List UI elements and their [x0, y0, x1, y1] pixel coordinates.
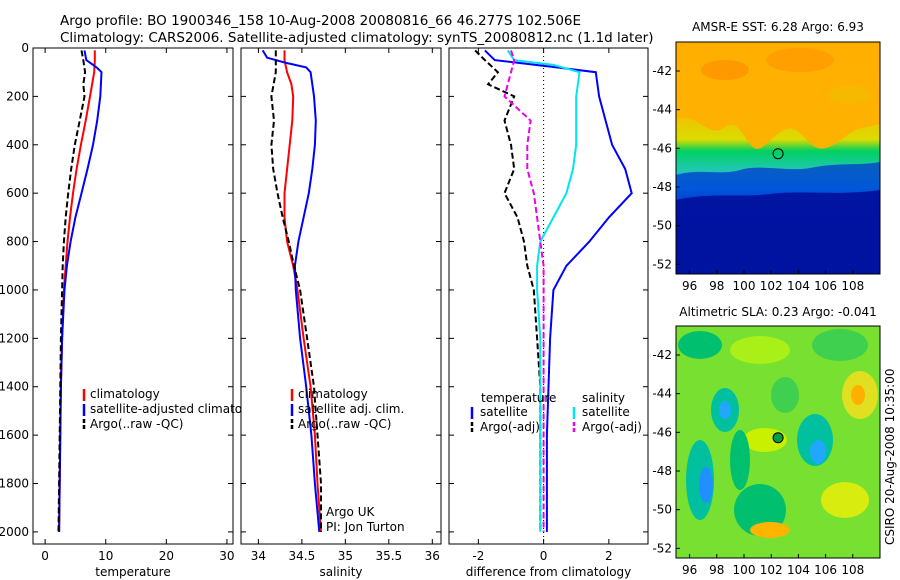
legend-header-temperature: temperature	[481, 391, 556, 405]
plot-area	[240, 47, 442, 545]
map-x-tick-label: 108	[841, 563, 864, 577]
y-tick-label: 200	[6, 89, 29, 103]
legend-label-argo-adj: Argo(-adj)	[480, 420, 540, 434]
legend-label-satellite: satellite	[582, 405, 630, 419]
legend-label-climatology: climatology	[90, 387, 160, 401]
legend-label-satellite: satellite	[480, 405, 528, 419]
argo-location-marker	[772, 148, 784, 160]
sst-heatmap	[676, 42, 880, 274]
map-y-tick-label: -50	[652, 219, 672, 233]
x-tick-label: 35.5	[375, 549, 402, 563]
y-tick-label: 1600	[0, 428, 29, 442]
x-tick-label: 36	[425, 549, 440, 563]
series-group	[474, 49, 633, 532]
map-x-tick-label: 102	[760, 563, 783, 577]
map-y-tick-label: -42	[652, 348, 672, 362]
legend-label-argo-adj: Argo(-adj)	[582, 420, 642, 434]
series-line-argo-raw-qc	[270, 50, 322, 532]
map-x-tick-label: 96	[682, 279, 697, 293]
map-y-tick-label: -44	[652, 103, 672, 117]
difference-profile-panel: -2 0 2 difference from climatology temperatu…	[448, 47, 649, 579]
sst-map-title: AMSR-E SST: 6.28 Argo: 6.93	[692, 20, 864, 34]
y-tick-label: 600	[6, 186, 29, 200]
y-tick-label: 800	[6, 235, 29, 249]
legend-label-argo-raw-qc: Argo(..raw -QC)	[90, 417, 183, 431]
map-x-tick-label: 106	[814, 563, 837, 577]
float-annotation: PI: Jon Turton	[326, 520, 405, 534]
map-x-tick-label: 104	[787, 563, 810, 577]
sla-map-title: Altimetric SLA: 0.23 Argo: -0.041	[679, 305, 876, 319]
map-x-tick-label: 98	[709, 563, 724, 577]
series-line-temperature-satellite	[484, 49, 633, 532]
plot-area	[448, 47, 649, 545]
sst-map-panel: AMSR-E SST: 6.28 Argo: 6.93 96 98 100 102 10…	[652, 20, 881, 293]
map-y-tick-label: -48	[652, 464, 672, 478]
series-line-salinity-argo-adj	[503, 50, 545, 532]
sla-heatmap	[676, 326, 880, 558]
csiro-side-label: CSIRO 20-Aug-2008 10:35:00	[883, 369, 897, 545]
salinity-profile-panel: 34 34.5 35 35.5 36 salinity climatologysatelli…	[240, 47, 442, 579]
map-x-tick-label: 96	[682, 563, 697, 577]
y-tick-label: 2000	[0, 525, 29, 539]
x-tick-label: 2	[605, 549, 613, 563]
map-x-tick-label: 104	[787, 279, 810, 293]
map-y-tick-label: -50	[652, 503, 672, 517]
y-tick-label: 0	[21, 41, 29, 55]
map-y-tick-label: -46	[652, 425, 672, 439]
map-x-tick-label: 108	[841, 279, 864, 293]
legend-header-salinity: salinity	[582, 391, 625, 405]
map-y-tick-label: -48	[652, 180, 672, 194]
map-x-tick-label: 100	[733, 279, 756, 293]
sla-map-panel: Altimetric SLA: 0.23 Argo: -0.041 96 98 10…	[652, 305, 881, 577]
legend-label-satellite-adjusted-climatology: satellite-adjusted climatology	[90, 402, 268, 416]
y-tick-label: 1200	[0, 331, 29, 345]
x-tick-label: 35	[338, 549, 353, 563]
map-y-tick-label: -44	[652, 387, 672, 401]
series-group	[261, 49, 322, 532]
x-tick-label: -2	[472, 549, 484, 563]
map-y-tick-label: -52	[652, 541, 672, 555]
map-y-tick-label: -46	[652, 141, 672, 155]
x-axis-label: salinity	[319, 565, 362, 579]
y-tick-label: 1800	[0, 477, 29, 491]
y-tick-label: 1000	[0, 283, 29, 297]
x-tick-label: 0	[540, 549, 548, 563]
series-line-argo-raw-qc	[57, 50, 87, 532]
x-tick-label: 20	[159, 549, 174, 563]
x-axis-label: temperature	[95, 565, 170, 579]
float-annotation: Argo UK	[326, 505, 375, 519]
legend-label-argo-raw-qc: Argo(..raw -QC)	[298, 417, 391, 431]
series-line-satellite-adj-clim	[261, 49, 321, 532]
x-tick-label: 34.5	[289, 549, 316, 563]
map-x-tick-label: 102	[760, 279, 783, 293]
map-y-tick-label: -52	[652, 257, 672, 271]
series-line-temperature-argo-adj	[474, 49, 542, 532]
map-y-tick-label: -42	[652, 64, 672, 78]
legend-label-climatology: climatology	[298, 387, 368, 401]
map-x-tick-label: 106	[814, 279, 837, 293]
map-x-tick-label: 98	[709, 279, 724, 293]
figure-title-line1: Argo profile: BO 1900346_158 10-Aug-2008…	[60, 13, 581, 29]
y-tick-label: 400	[6, 138, 29, 152]
figure-title-line2: Climatology: CARS2006. Satellite-adjuste…	[60, 30, 653, 46]
x-tick-label: 34	[251, 549, 266, 563]
x-tick-label: 0	[41, 549, 49, 563]
y-tick-label: 1400	[0, 380, 29, 394]
plot-area	[32, 47, 234, 545]
series-line-salinity-satellite	[506, 49, 581, 532]
temperature-profile-panel: 0 10 20 30 0 200 400 600 800 1000 1200 1400 1600 1800…	[0, 41, 268, 579]
series-line-climatology	[283, 50, 322, 532]
map-x-tick-label: 100	[733, 563, 756, 577]
legend-label-satellite-adj-clim: satellite adj. clim.	[298, 402, 404, 416]
x-tick-label: 30	[219, 549, 234, 563]
argo-location-marker	[772, 432, 784, 444]
series-group	[57, 50, 103, 532]
x-tick-label: 10	[98, 549, 113, 563]
x-axis-label: difference from climatology	[466, 565, 632, 579]
